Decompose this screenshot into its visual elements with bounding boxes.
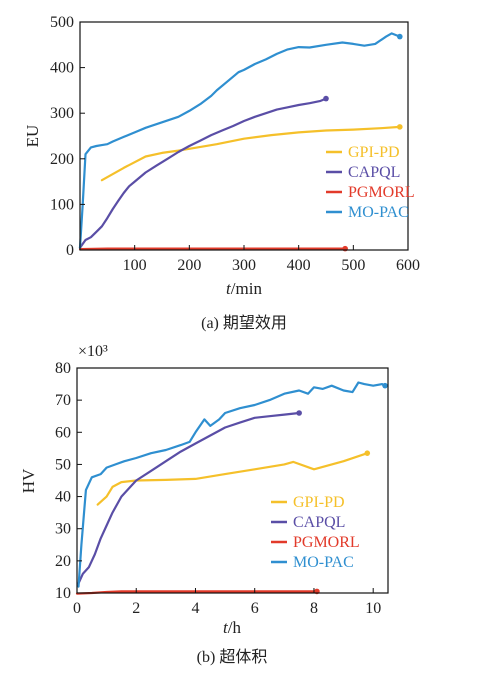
series-line-pgmorl [78,247,347,251]
y-axis-label-b: HV [19,468,38,493]
scale-label-b: ×10³ [78,343,108,360]
series-endpoint-capql [323,95,329,102]
series-line-gpi-pd [96,452,369,506]
legend-b: GPI-PD CAPQL PGMORL MO-PAC [271,494,360,571]
x-axis-label-a: t/min [226,279,262,298]
y-tick-label: 200 [50,151,74,168]
legend-label-pgmorl: PGMORL [348,184,415,201]
x-tick-label: 100 [123,257,147,274]
series-line-capql [78,97,328,249]
x-tick-label: 8 [310,600,318,617]
series-endpoint-gpi-pd [364,450,371,456]
y-tick-label: 0 [66,242,74,259]
y-tick-label: 60 [55,424,71,441]
series-line-capql [77,411,301,585]
series-endpoint-mo-pac [382,382,388,389]
y-tick-label: 400 [50,60,74,77]
x-axis-label-b: t/h [223,618,241,637]
series-line-pgmorl [75,590,318,595]
y-tick-label: 30 [55,521,71,538]
y-tick-label: 40 [55,489,71,506]
x-tick-label: 500 [341,257,365,274]
series-line-mo-pac [77,381,387,588]
plot-area-b [76,367,389,594]
legend-label-mo-pac: MO-PAC [293,554,354,571]
series-endpoint-gpi-pd [397,124,403,130]
y-tick-label: 70 [55,392,71,409]
x-axis-unit-a: /min [231,279,263,298]
series-endpoint-capql [296,410,302,416]
legend-label-mo-pac: MO-PAC [348,204,409,221]
x-tick-label: 6 [251,600,259,617]
x-tick-label: 200 [177,257,201,274]
y-tick-label: 20 [55,553,71,570]
x-axis-var-b: t [223,618,229,637]
x-tick-label: 300 [232,257,256,274]
legend-a: GPI-PD CAPQL PGMORL MO-PAC [326,144,415,221]
x-tick-label: 10 [365,600,381,617]
legend-label-gpi-pd: GPI-PD [293,494,345,511]
x-axis-unit-b: /h [228,618,242,637]
x-tick-label: 600 [396,257,420,274]
legend-label-capql: CAPQL [348,164,400,181]
y-axis-label-a: EU [23,125,42,148]
x-tick-label: 400 [287,257,311,274]
y-tick-label: 10 [55,585,71,602]
series-line-mo-pac [78,32,401,249]
series-endpoint-mo-pac [397,33,403,40]
series-line-gpi-pd [100,125,401,182]
caption-b: (b) 超体积 [197,648,268,666]
chart-panel-expected-utility: 0 100 200 300 400 500 100 200 300 400 500 600 EU t/… [23,14,420,332]
y-tick-label: 80 [55,360,71,377]
legend-label-gpi-pd: GPI-PD [348,144,400,161]
legend-label-pgmorl: PGMORL [293,534,360,551]
x-tick-label: 2 [132,600,140,617]
x-tick-label: 4 [191,600,199,617]
caption-a: (a) 期望效用 [201,314,287,332]
legend-label-capql: CAPQL [293,514,345,531]
chart-panel-hypervolume: 10 20 30 40 50 60 70 80 0 2 4 6 8 10 ×10³ HV t/h GPI-… [19,343,389,666]
y-tick-label: 50 [55,456,71,473]
y-tick-label: 300 [50,105,74,122]
x-tick-label: 0 [73,600,81,617]
y-tick-label: 100 [50,196,74,213]
y-tick-label: 500 [50,14,74,31]
x-axis-var-a: t [226,279,232,298]
